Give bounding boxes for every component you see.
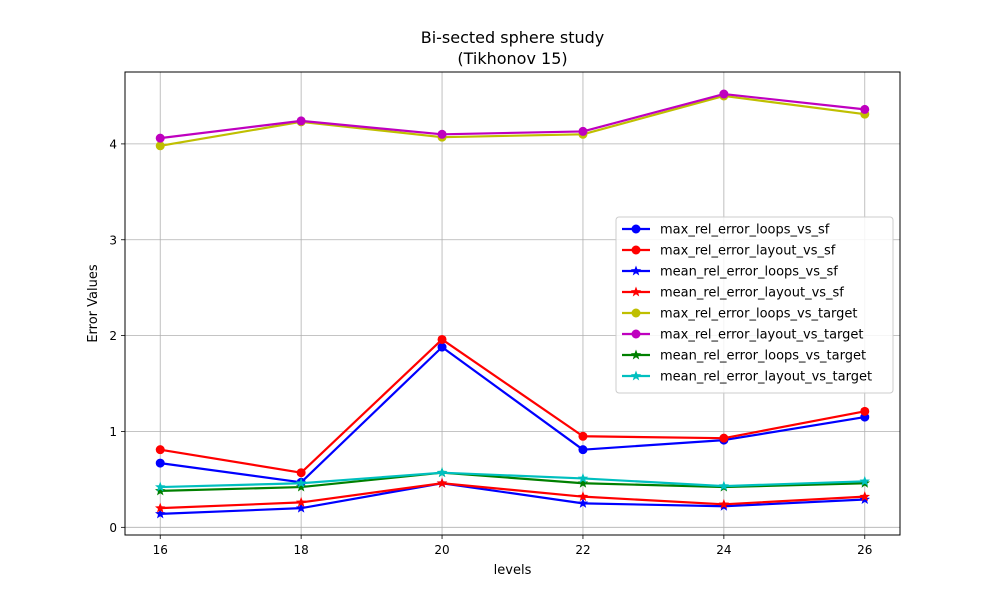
data-point <box>295 502 307 513</box>
legend-label: mean_rel_error_layout_vs_sf <box>660 286 844 301</box>
chart-subtitle: (Tikhonov 15) <box>457 49 567 68</box>
data-point <box>578 431 588 441</box>
data-point <box>295 477 307 488</box>
data-point <box>155 458 165 468</box>
legend-swatch-marker <box>631 308 641 318</box>
legend-entry: max_rel_error_loops_vs_target <box>622 307 858 322</box>
legend-box <box>615 216 894 394</box>
series-line <box>160 482 865 516</box>
legend-label: max_rel_error_layout_vs_target <box>660 328 864 343</box>
series-line <box>160 471 865 492</box>
data-point <box>295 481 307 492</box>
x-tick-label: 26 <box>857 543 872 557</box>
series-line <box>160 471 865 489</box>
data-point <box>859 491 870 502</box>
series-line <box>160 94 865 147</box>
data-point <box>155 445 165 455</box>
series-line <box>160 482 865 510</box>
series-max_rel_error_layout_vs_target <box>155 89 870 143</box>
data-point <box>718 480 730 491</box>
data-point <box>578 445 588 455</box>
legend-entry: mean_rel_error_loops_vs_sf <box>622 265 838 280</box>
legend-swatch-marker <box>630 286 642 297</box>
data-point <box>436 477 448 488</box>
data-point <box>155 508 166 519</box>
plot-frame <box>124 71 901 536</box>
data-point <box>437 342 447 352</box>
series-max_rel_error_layout_vs_sf <box>155 334 870 478</box>
series-mean_rel_error_layout_vs_target <box>155 467 870 492</box>
data-point <box>718 498 730 509</box>
legend-entry: max_rel_error_loops_vs_sf <box>622 223 830 238</box>
legend-swatch-marker <box>630 265 642 276</box>
data-point <box>436 467 448 478</box>
y-tick-label: 4 <box>109 137 117 151</box>
legend-entry: mean_rel_error_loops_vs_target <box>622 349 866 364</box>
legend-label: mean_rel_error_layout_vs_target <box>660 370 872 385</box>
data-point <box>437 129 447 139</box>
series-line <box>160 338 865 474</box>
x-tick-label: 22 <box>575 543 590 557</box>
data-point <box>155 481 166 492</box>
data-point <box>577 472 589 483</box>
chart-title: Bi-sected sphere study <box>421 28 605 47</box>
y-tick-label: 1 <box>109 425 117 439</box>
legend-swatch-marker <box>631 224 641 234</box>
data-point <box>155 133 165 143</box>
series-line <box>160 92 865 140</box>
legend-swatch-marker <box>630 370 642 381</box>
data-point <box>155 141 165 151</box>
legend-entry: max_rel_error_layout_vs_sf <box>622 244 836 259</box>
y-axis-label: Error Values <box>86 264 101 343</box>
data-point <box>578 126 588 136</box>
x-tick-label: 24 <box>716 543 731 557</box>
legend-swatch-marker <box>631 245 641 255</box>
data-point <box>860 406 870 416</box>
data-point <box>155 485 166 496</box>
y-tick-label: 3 <box>109 233 117 247</box>
legend-label: mean_rel_error_loops_vs_target <box>660 349 866 364</box>
series-line <box>160 346 865 484</box>
data-point <box>577 497 589 508</box>
data-point <box>719 89 729 99</box>
data-point <box>719 433 729 443</box>
plot-series <box>155 89 870 519</box>
legend-label: mean_rel_error_loops_vs_sf <box>660 265 838 280</box>
x-tick-label: 20 <box>434 543 449 557</box>
legend-entry: mean_rel_error_layout_vs_sf <box>622 286 844 301</box>
data-point <box>859 494 870 504</box>
legend: max_rel_error_loops_vs_sf max_rel_error_l… <box>615 216 894 394</box>
data-point <box>296 116 306 126</box>
data-point <box>577 477 589 488</box>
x-tick-label: 18 <box>293 543 308 557</box>
legend-entry: mean_rel_error_layout_vs_target <box>622 370 872 385</box>
legend-swatch-marker <box>630 349 642 360</box>
data-point <box>155 502 166 513</box>
data-point <box>437 334 447 344</box>
data-point <box>296 468 306 478</box>
legend-swatch-marker <box>631 329 641 339</box>
legend-label: max_rel_error_layout_vs_sf <box>660 244 836 259</box>
axis-ticks: 16 18 20 22 24 26 0 1 2 3 4 <box>109 137 872 557</box>
y-tick-label: 0 <box>109 521 117 535</box>
legend-entry: max_rel_error_layout_vs_target <box>622 328 864 343</box>
y-tick-label: 2 <box>109 329 117 343</box>
data-point <box>859 475 870 486</box>
x-axis-label: levels <box>494 563 532 578</box>
x-tick-label: 16 <box>153 543 168 557</box>
legend-label: max_rel_error_loops_vs_target <box>660 307 858 322</box>
legend-label: max_rel_error_loops_vs_sf <box>660 223 830 238</box>
data-point <box>577 491 589 502</box>
series-mean_rel_error_layout_vs_sf <box>155 477 870 513</box>
data-point <box>860 104 870 114</box>
data-point <box>295 496 307 507</box>
